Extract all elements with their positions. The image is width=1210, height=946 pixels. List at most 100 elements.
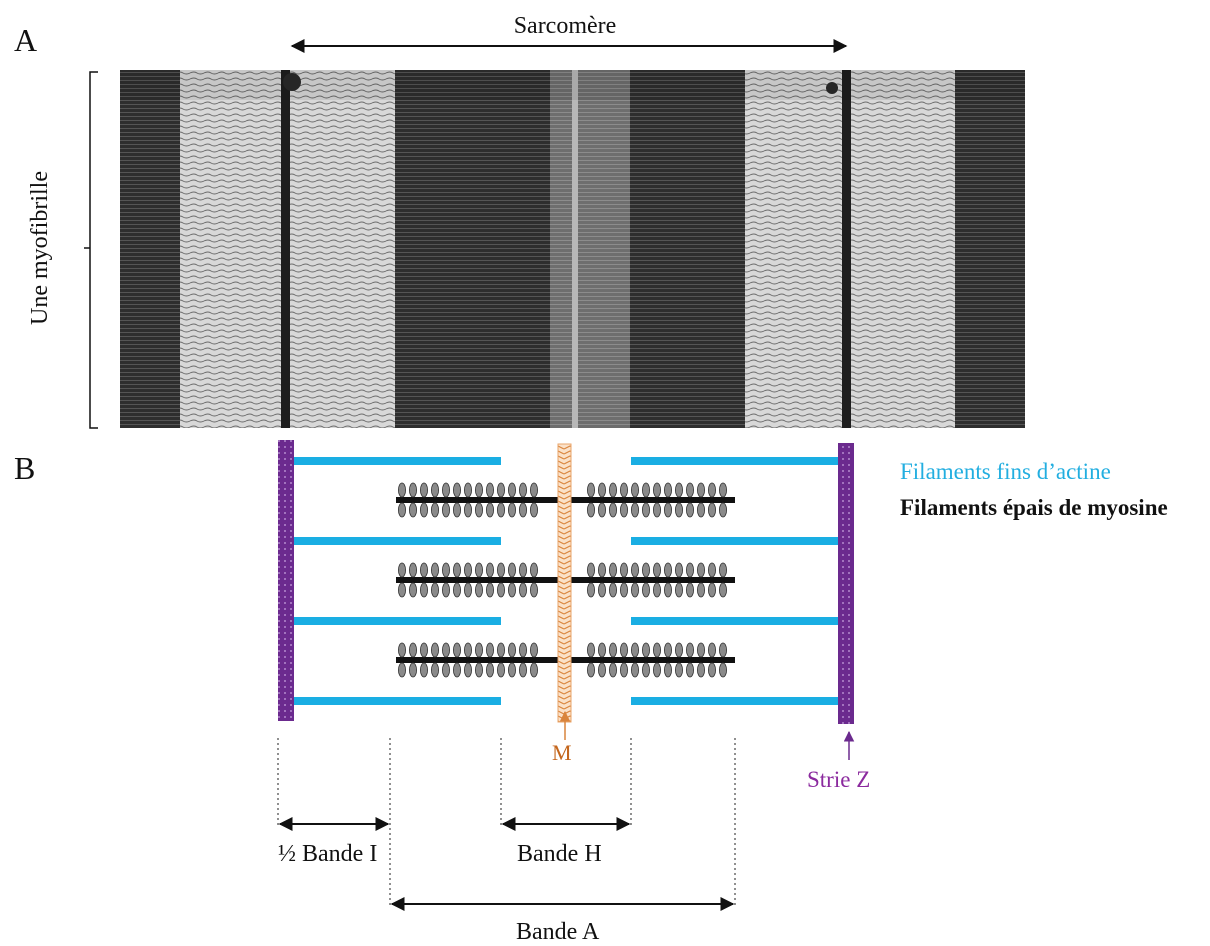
sarcomere-label: Sarcomère xyxy=(513,13,617,39)
myosin-head xyxy=(664,562,673,578)
myosin-head xyxy=(507,662,516,678)
myosin-head xyxy=(441,502,450,518)
myosin-head xyxy=(530,482,539,498)
myosin-head xyxy=(653,582,662,598)
band-h-label: Bande H xyxy=(517,841,602,867)
myosin-head xyxy=(485,482,494,498)
legend-myosin: Filaments épais de myosine xyxy=(900,495,1168,520)
myosin-head xyxy=(507,582,516,598)
myosin-head xyxy=(397,642,406,658)
myosin-head xyxy=(642,642,651,658)
myosin-head xyxy=(631,642,640,658)
myosin-head xyxy=(675,502,684,518)
myosin-head xyxy=(642,502,651,518)
myosin-head xyxy=(697,482,706,498)
myosin-head xyxy=(452,662,461,678)
myosin-head xyxy=(598,502,607,518)
myosin-head xyxy=(620,582,629,598)
myosin-head xyxy=(474,582,483,598)
myosin-head xyxy=(697,642,706,658)
myosin-head xyxy=(664,582,673,598)
myosin-head xyxy=(452,502,461,518)
myosin-head xyxy=(587,502,596,518)
myosin-head xyxy=(664,662,673,678)
myosin-head xyxy=(642,562,651,578)
myosin-head xyxy=(408,482,417,498)
panel-b-label: B xyxy=(14,450,36,486)
myosin-head xyxy=(609,582,618,598)
myosin-head xyxy=(598,582,607,598)
myosin-head xyxy=(441,662,450,678)
myosin-head xyxy=(686,502,695,518)
myosin-head xyxy=(675,662,684,678)
myosin-head xyxy=(430,482,439,498)
myosin-head xyxy=(587,482,596,498)
myosin-head xyxy=(686,482,695,498)
myosin-head xyxy=(653,662,662,678)
myosin-head xyxy=(474,562,483,578)
myosin-head xyxy=(598,662,607,678)
myosin-head xyxy=(419,662,428,678)
myosin-head xyxy=(642,582,651,598)
myosin-head xyxy=(530,502,539,518)
myosin-head xyxy=(419,642,428,658)
myosin-head xyxy=(686,642,695,658)
myosin-head xyxy=(408,502,417,518)
myosin-head xyxy=(474,482,483,498)
myosin-head xyxy=(686,662,695,678)
myosin-head xyxy=(496,562,505,578)
myosin-head xyxy=(463,482,472,498)
myosin-head xyxy=(519,642,528,658)
electron-micrograph xyxy=(120,70,1025,428)
myosin-head xyxy=(430,582,439,598)
myosin-head xyxy=(419,582,428,598)
myosin-head xyxy=(719,482,728,498)
myosin-head xyxy=(397,482,406,498)
myosin-head xyxy=(430,662,439,678)
myosin-head xyxy=(708,502,717,518)
myosin-head xyxy=(507,642,516,658)
myosin-head xyxy=(430,562,439,578)
myosin-head xyxy=(587,642,596,658)
myosin-head xyxy=(620,662,629,678)
myosin-head xyxy=(708,582,717,598)
myosin-head xyxy=(485,662,494,678)
myosin-head xyxy=(485,642,494,658)
myosin-head xyxy=(653,482,662,498)
z-line-label: Strie Z xyxy=(807,767,871,792)
myofibril-bracket xyxy=(84,71,98,429)
myosin-head xyxy=(631,662,640,678)
myosin-head xyxy=(485,562,494,578)
myosin-head xyxy=(397,662,406,678)
myosin-head xyxy=(675,582,684,598)
myosin-head xyxy=(686,582,695,598)
myosin-head xyxy=(697,662,706,678)
myosin-head xyxy=(719,582,728,598)
myosin-head xyxy=(463,502,472,518)
myosin-head xyxy=(485,582,494,598)
myosin-head xyxy=(653,502,662,518)
myosin-head xyxy=(441,642,450,658)
actin-filaments xyxy=(294,457,838,705)
myosin-head xyxy=(697,562,706,578)
myosin-head xyxy=(496,482,505,498)
myosin-head xyxy=(620,562,629,578)
myosin-head xyxy=(675,642,684,658)
myosin-head xyxy=(664,502,673,518)
myosin-head xyxy=(598,482,607,498)
myosin-head xyxy=(397,502,406,518)
myosin-head xyxy=(507,482,516,498)
myosin-head xyxy=(496,582,505,598)
myosin-head xyxy=(719,502,728,518)
myosin-head xyxy=(631,502,640,518)
myosin-head xyxy=(530,662,539,678)
panel-a-label: A xyxy=(14,22,38,58)
myosin-head xyxy=(587,562,596,578)
myosin-head xyxy=(620,642,629,658)
myosin-head xyxy=(664,642,673,658)
m-line-label: M xyxy=(552,740,572,765)
myosin-head xyxy=(708,662,717,678)
myosin-head xyxy=(697,502,706,518)
myosin-head xyxy=(419,482,428,498)
myosin-head xyxy=(452,642,461,658)
